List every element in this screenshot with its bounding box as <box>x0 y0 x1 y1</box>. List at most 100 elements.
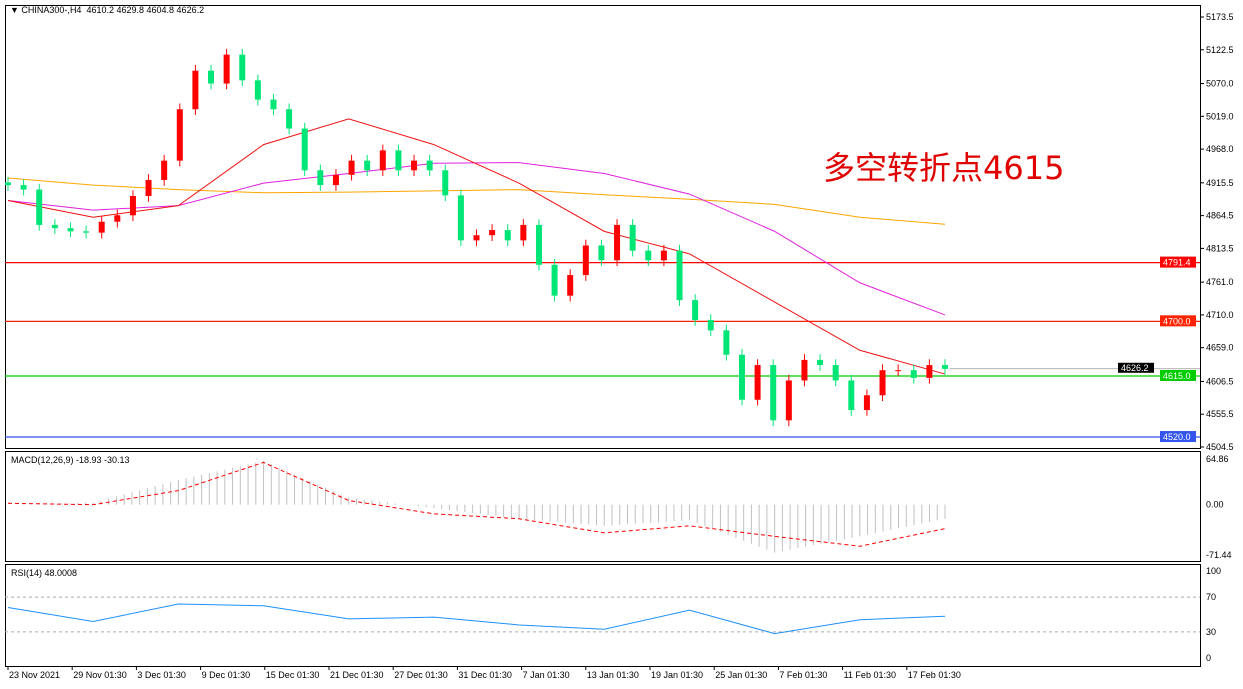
symbol: CHINA300-,H4 <box>21 5 82 15</box>
time-label: 31 Dec 01:30 <box>458 670 512 680</box>
candle-body <box>301 128 308 171</box>
candle-body <box>676 250 683 301</box>
price-tick-label: 5019.0 <box>1206 111 1234 121</box>
price-tick-label: 5173.5 <box>1206 12 1234 22</box>
price-tick-label: 4606.5 <box>1206 376 1234 386</box>
time-label: 7 Feb 01:30 <box>779 670 827 680</box>
candle-body <box>848 380 855 411</box>
macd-label: MACD(12,26,9) -18.93 -30.13 <box>11 455 130 465</box>
macd-tick-label: 64.86 <box>1206 454 1229 464</box>
candle-body <box>614 224 621 261</box>
price-tick-label: 5122.5 <box>1206 45 1234 55</box>
rsi-tick-label: 30 <box>1206 627 1216 637</box>
price-tick-label: 5070.0 <box>1206 79 1234 89</box>
macd-panel <box>5 451 1201 562</box>
candle-body <box>910 370 917 378</box>
rsi-tick-label: 70 <box>1206 592 1216 602</box>
candle-body <box>770 365 777 421</box>
candle-body <box>504 230 511 241</box>
price-tick-label: 4555.5 <box>1206 409 1234 419</box>
candle-body <box>364 160 371 171</box>
candle-body <box>629 224 636 251</box>
candle-body <box>317 170 324 186</box>
candle-body <box>270 99 277 110</box>
candle-body <box>520 224 527 241</box>
level-tag <box>1160 256 1196 268</box>
candle-body <box>5 182 11 186</box>
current-price-tag <box>1118 362 1154 373</box>
level-tag <box>1160 369 1196 381</box>
price-tick-label: 4504.5 <box>1206 442 1234 452</box>
time-label: 13 Jan 01:30 <box>587 670 639 680</box>
candle-body <box>535 224 542 265</box>
candle-body <box>426 160 433 171</box>
candle-body <box>598 245 605 261</box>
candle-body <box>67 228 74 232</box>
candle-body <box>489 230 496 236</box>
candle-body <box>926 365 933 378</box>
candle-body <box>879 370 886 396</box>
candle-body <box>863 395 870 411</box>
candle-body <box>457 195 464 241</box>
time-label: 25 Jan 01:30 <box>715 670 767 680</box>
candle-body <box>582 245 589 276</box>
rsi-panel <box>5 564 1201 667</box>
candle-body <box>395 150 402 171</box>
candle-body <box>707 320 714 331</box>
level-tag <box>1160 431 1196 443</box>
candle-body <box>36 189 43 225</box>
candle-body <box>161 160 168 180</box>
candle-body <box>551 264 558 296</box>
candle-body <box>473 235 480 241</box>
candle-body <box>785 380 792 421</box>
macd-tick-label: 0.00 <box>1206 500 1224 510</box>
macd-tick-label: -71.44 <box>1206 550 1232 560</box>
price-tick-label: 4864.5 <box>1206 211 1234 221</box>
rsi-line <box>7 603 946 635</box>
time-label: 9 Dec 01:30 <box>202 670 251 680</box>
candle-body <box>723 330 730 355</box>
candle-body <box>738 354 745 400</box>
candle-body <box>332 174 339 186</box>
candle-body <box>567 275 574 296</box>
annotation-text: 多空转折点4615 <box>823 149 1065 187</box>
candle-body <box>801 359 808 381</box>
price-tick-label: 4761.0 <box>1206 277 1234 287</box>
candle-body <box>208 70 215 84</box>
price-tick-label: 4813.5 <box>1206 243 1234 253</box>
candle-body <box>129 196 136 216</box>
candle-body <box>754 365 761 400</box>
candle-body <box>254 80 261 100</box>
time-label: 23 Nov 2021 <box>9 670 60 680</box>
time-label: 7 Jan 01:30 <box>523 670 570 680</box>
candle-body <box>192 70 199 110</box>
candle-body <box>145 179 152 197</box>
candle-body <box>98 221 105 233</box>
candle-body <box>286 109 293 129</box>
candle-body <box>942 365 948 369</box>
candle-body <box>645 250 652 261</box>
candle-body <box>51 224 58 229</box>
level-tag <box>1160 315 1196 327</box>
level-label: 4791.4 <box>1163 258 1191 268</box>
ohlc-values: 4610.2 4629.8 4604.8 4626.2 <box>86 5 205 15</box>
price-tick-label: 4968.0 <box>1206 144 1234 154</box>
candle-body <box>20 185 27 190</box>
current-price-label: 4626.2 <box>1121 363 1149 373</box>
candle-body <box>379 150 386 171</box>
chart-title: ▼ CHINA300-,H4 4610.2 4629.8 4604.8 4626… <box>10 5 205 15</box>
ma-slow-line <box>7 177 946 225</box>
candle-body <box>895 370 902 372</box>
level-label: 4700.0 <box>1163 316 1191 326</box>
rsi-label: RSI(14) 48.0008 <box>11 568 78 578</box>
candle-body <box>239 54 246 81</box>
candle-body <box>817 359 824 366</box>
price-tick-label: 4659.0 <box>1206 343 1234 353</box>
candle-body <box>660 250 667 261</box>
level-label: 4520.0 <box>1163 432 1191 442</box>
price-tick-label: 4915.5 <box>1206 178 1234 188</box>
macd-signal-line <box>7 461 946 547</box>
time-label: 29 Nov 01:30 <box>73 670 127 680</box>
candle-body <box>223 54 230 84</box>
